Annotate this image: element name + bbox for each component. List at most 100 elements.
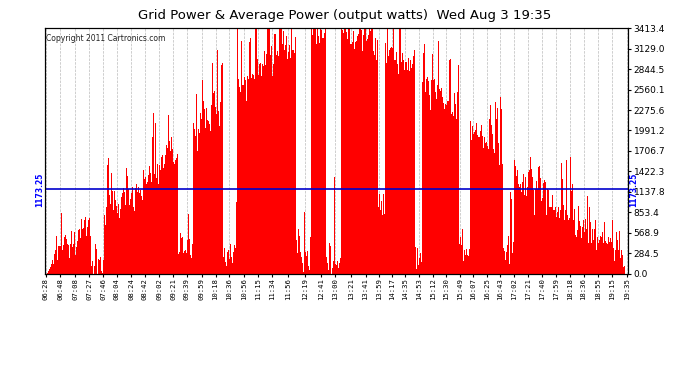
Bar	[559, 218, 560, 274]
Bar	[552, 195, 553, 274]
Bar	[268, 26, 269, 274]
Bar	[330, 261, 331, 274]
Bar	[456, 119, 457, 274]
Bar	[390, 54, 391, 274]
Bar	[480, 131, 481, 274]
Bar	[600, 236, 601, 274]
Bar	[153, 113, 154, 274]
Bar	[298, 229, 299, 274]
Bar	[380, 210, 381, 274]
Bar	[217, 50, 218, 274]
Bar	[318, 36, 319, 274]
Bar	[205, 128, 206, 274]
Bar	[395, 60, 396, 274]
Bar	[551, 207, 552, 274]
Bar	[491, 157, 492, 274]
Bar	[355, 40, 356, 274]
Bar	[338, 268, 339, 274]
Bar	[424, 44, 425, 274]
Bar	[150, 172, 151, 274]
Bar	[416, 268, 417, 274]
Bar	[270, 56, 271, 274]
Bar	[577, 215, 578, 274]
Bar	[189, 238, 190, 274]
Bar	[421, 239, 422, 274]
Bar	[195, 136, 196, 274]
Bar	[585, 219, 586, 274]
Bar	[312, 35, 313, 274]
Bar	[188, 213, 189, 274]
Bar	[372, 28, 373, 274]
Bar	[277, 51, 278, 274]
Bar	[391, 47, 392, 274]
Bar	[442, 97, 443, 274]
Bar	[574, 209, 575, 274]
Bar	[311, 26, 312, 274]
Bar	[74, 232, 75, 274]
Bar	[236, 202, 237, 274]
Bar	[174, 164, 175, 274]
Bar	[487, 146, 488, 274]
Bar	[182, 237, 183, 274]
Bar	[232, 263, 233, 274]
Bar	[125, 205, 126, 274]
Bar	[470, 121, 471, 274]
Bar	[418, 265, 419, 274]
Bar	[609, 242, 610, 274]
Bar	[500, 97, 501, 274]
Bar	[158, 184, 159, 274]
Bar	[462, 229, 463, 274]
Bar	[520, 184, 521, 274]
Bar	[176, 158, 177, 274]
Bar	[495, 102, 496, 274]
Bar	[463, 219, 464, 274]
Bar	[131, 193, 132, 274]
Bar	[411, 68, 412, 274]
Bar	[489, 119, 490, 274]
Bar	[260, 63, 261, 274]
Bar	[490, 105, 491, 274]
Bar	[615, 222, 616, 274]
Bar	[493, 149, 494, 274]
Bar	[299, 236, 300, 274]
Text: 1173.25: 1173.25	[629, 172, 638, 207]
Bar	[219, 114, 220, 274]
Bar	[377, 213, 379, 274]
Bar	[419, 258, 420, 274]
Bar	[124, 192, 125, 274]
Bar	[428, 82, 429, 274]
Bar	[558, 207, 559, 274]
Bar	[505, 260, 506, 274]
Bar	[108, 158, 109, 274]
Bar	[613, 248, 614, 274]
Bar	[55, 250, 56, 274]
Bar	[608, 252, 609, 274]
Bar	[132, 188, 133, 274]
Bar	[249, 42, 250, 274]
Bar	[349, 26, 350, 274]
Bar	[278, 57, 279, 274]
Bar	[465, 255, 466, 274]
Bar	[516, 176, 517, 274]
Bar	[86, 236, 87, 274]
Bar	[537, 198, 538, 274]
Bar	[583, 220, 584, 274]
Bar	[543, 183, 544, 274]
Bar	[515, 166, 516, 274]
Bar	[198, 129, 199, 274]
Bar	[139, 193, 140, 274]
Bar	[426, 76, 427, 274]
Bar	[498, 143, 499, 274]
Bar	[423, 53, 424, 274]
Bar	[103, 260, 104, 274]
Bar	[194, 116, 195, 274]
Bar	[387, 26, 388, 274]
Bar	[168, 102, 169, 274]
Bar	[368, 36, 369, 274]
Bar	[401, 54, 402, 274]
Bar	[366, 58, 367, 274]
Bar	[437, 98, 438, 274]
Bar	[359, 26, 360, 274]
Bar	[388, 56, 389, 274]
Bar	[272, 76, 273, 274]
